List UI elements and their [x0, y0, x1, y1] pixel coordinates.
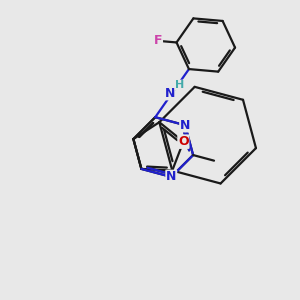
Text: N: N — [166, 170, 176, 183]
Text: N: N — [180, 119, 190, 132]
Text: O: O — [178, 135, 189, 148]
Text: F: F — [154, 34, 162, 47]
Text: N: N — [165, 87, 175, 100]
Text: H: H — [175, 80, 184, 90]
